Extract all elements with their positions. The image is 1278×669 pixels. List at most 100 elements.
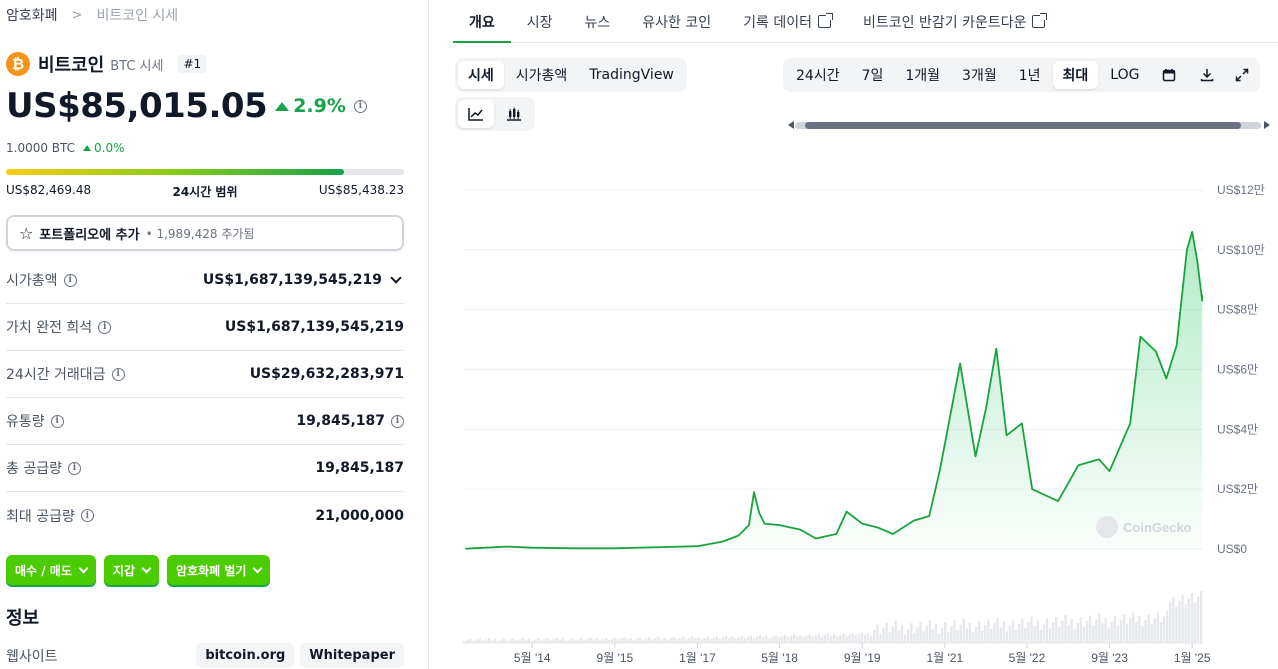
expand-icon[interactable] — [1227, 61, 1257, 89]
volume-bar — [919, 621, 922, 643]
tab-news[interactable]: 뉴스 — [569, 0, 627, 43]
volume-bar — [1187, 598, 1190, 643]
stat-value: 19,845,187 — [315, 460, 404, 476]
volume-bar — [762, 637, 765, 643]
volume-bar — [1036, 620, 1039, 643]
range-3m[interactable]: 3개월 — [962, 68, 997, 84]
chart-type-tradingview[interactable]: TradingView — [589, 67, 674, 83]
stat-label: 가치 완전 희석 i — [6, 317, 112, 337]
volume-bar — [940, 627, 944, 643]
volume-bar — [1132, 612, 1135, 643]
info-icon[interactable]: i — [98, 320, 112, 334]
volume-bar — [805, 635, 808, 643]
volume-bar — [561, 638, 565, 643]
volume-bar — [734, 638, 737, 643]
stat-value-text: 19,845,187 — [296, 413, 385, 429]
range-1y[interactable]: 1년 — [1018, 68, 1041, 84]
range-high: US$85,438.23 — [318, 183, 404, 197]
website-link-bitcoin-org[interactable]: bitcoin.org — [196, 643, 295, 668]
volume-bar — [574, 640, 577, 643]
info-icon[interactable]: i — [63, 273, 77, 287]
tab-historical-data[interactable]: 기록 데이터 — [727, 0, 847, 43]
scroll-right-icon[interactable] — [1264, 121, 1270, 129]
buy-sell-button[interactable]: 매수 / 매도 — [6, 555, 96, 585]
tab-label: 시장 — [526, 15, 553, 31]
volume-bar — [1011, 619, 1015, 643]
range-7d[interactable]: 7일 — [861, 68, 884, 84]
price-line — [465, 231, 1204, 550]
volume-bar — [1122, 614, 1126, 643]
x-axis-tick-label: 5월 '14 — [514, 651, 551, 665]
volume-bar — [836, 636, 839, 643]
volume-bar — [503, 638, 506, 643]
stat-value: 21,000,000 — [315, 507, 404, 524]
download-icon[interactable] — [1189, 61, 1225, 89]
breadcrumb-root-link[interactable]: 암호화폐 — [6, 8, 58, 24]
tab-overview[interactable]: 개요 — [453, 0, 511, 43]
volume-bar — [768, 637, 771, 643]
volume-bar — [1073, 628, 1076, 643]
volume-bar — [607, 640, 611, 643]
volume-bar — [712, 637, 716, 643]
info-icon[interactable]: i — [67, 461, 81, 475]
volume-bar — [968, 622, 972, 643]
info-icon[interactable]: i — [111, 367, 125, 381]
website-link-whitepaper[interactable]: Whitepaper — [300, 643, 404, 668]
x-axis-tick-label: 1월 '21 — [926, 651, 963, 665]
volume-bar — [614, 637, 617, 643]
scroll-thumb[interactable] — [805, 122, 1241, 129]
stat-label: 최대 공급량 i — [6, 506, 94, 526]
arrow-up-icon — [83, 145, 92, 151]
stat-label: 시가총액 i — [6, 270, 77, 290]
buy-sell-label: 매수 / 매도 — [15, 563, 72, 578]
chart-type-market-cap[interactable]: 시가총액 — [515, 68, 568, 84]
range-log[interactable]: LOG — [1110, 67, 1140, 83]
tab-halving-countdown[interactable]: 비트코인 반감기 카운트다운 — [847, 0, 1061, 43]
info-icon[interactable]: i — [391, 414, 404, 428]
volume-bar — [839, 635, 842, 643]
volume-bar — [472, 640, 475, 643]
price-chart[interactable]: US$0 US$2만 US$4만 US$6만 US$8만 US$10만 US$12만 Coin… — [453, 140, 1278, 669]
volume-bar — [469, 638, 472, 643]
info-icon[interactable]: i — [353, 99, 367, 113]
volume-bar — [715, 636, 719, 643]
calendar-icon[interactable] — [1151, 61, 1187, 89]
tab-markets[interactable]: 시장 — [511, 0, 569, 43]
chart-style-toggle — [455, 97, 535, 131]
x-axis-tick-label: 1월 '17 — [679, 651, 716, 665]
info-icon[interactable]: i — [80, 509, 94, 522]
volume-bar — [740, 636, 743, 643]
chevron-down-icon — [141, 563, 152, 573]
range-1m[interactable]: 1개월 — [905, 68, 941, 84]
earn-crypto-button[interactable]: 암호화폐 벌기 — [167, 555, 271, 585]
volume-bar — [866, 633, 870, 643]
volume-bar — [792, 634, 796, 643]
earn-label: 암호화폐 벌기 — [176, 563, 247, 578]
volume-bar — [598, 640, 602, 643]
range-24h[interactable]: 24시간 — [796, 68, 840, 84]
chart-type-price[interactable]: 시세 — [458, 61, 504, 89]
volume-bar — [1055, 616, 1058, 643]
volume-bar — [1175, 606, 1178, 643]
stat-value[interactable]: US$1,687,139,545,219 — [203, 272, 404, 288]
range-max[interactable]: 최대 — [1052, 61, 1099, 89]
chart-range-scrollbar[interactable] — [783, 118, 1273, 132]
range-24h-labels: US$82,469.48 24시간 범위 US$85,438.23 — [6, 183, 404, 200]
candlestick-icon[interactable] — [496, 100, 532, 128]
portfolio-bullet: • — [145, 226, 153, 241]
website-label: 웹사이트 — [6, 648, 58, 665]
wallet-button[interactable]: 지갑 — [103, 555, 159, 585]
volume-bar — [638, 637, 642, 643]
info-icon[interactable]: i — [50, 414, 64, 428]
volume-bar — [1076, 623, 1079, 643]
range-24h-bar — [6, 169, 404, 175]
volume-bar — [1061, 620, 1064, 643]
volume-bar — [552, 638, 555, 643]
volume-bar — [897, 630, 901, 643]
volume-bar — [1196, 596, 1200, 643]
tab-similar-coins[interactable]: 유사한 코인 — [626, 0, 727, 43]
coingecko-logo-icon — [1096, 516, 1118, 538]
scroll-left-icon[interactable] — [788, 121, 794, 129]
line-chart-icon[interactable] — [458, 100, 494, 128]
add-to-portfolio-button[interactable]: ☆ 포트폴리오에 추가 • 1,989,428 추가됨 — [6, 215, 404, 251]
